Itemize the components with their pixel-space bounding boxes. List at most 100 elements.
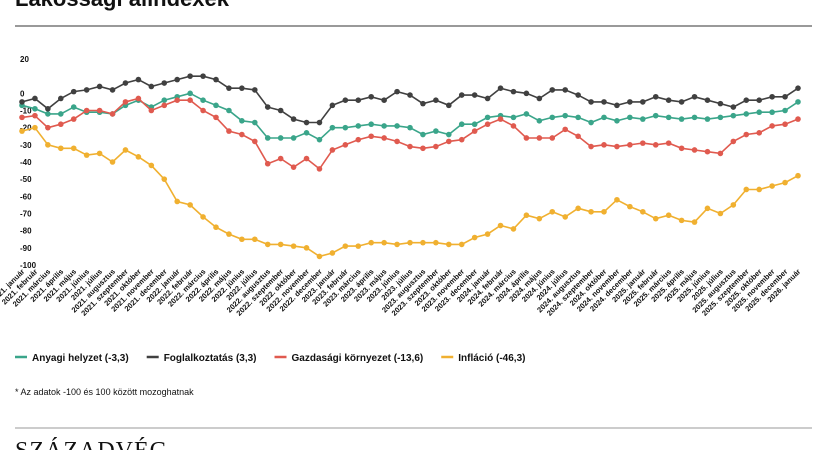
point: [303, 155, 310, 162]
point: [45, 105, 51, 112]
point: [109, 87, 116, 93]
y-tick-label: 20: [20, 55, 29, 64]
point: [174, 198, 180, 205]
chart-title: Lakossági alindexek: [15, 0, 230, 11]
point: [627, 142, 633, 148]
point: [342, 97, 349, 103]
point: [782, 107, 788, 114]
point: [407, 239, 413, 246]
point: [717, 114, 724, 121]
point: [316, 119, 323, 126]
point: [264, 104, 271, 110]
point: [239, 85, 245, 91]
point: [200, 107, 206, 114]
point: [381, 123, 387, 129]
point: [109, 111, 116, 117]
point: [717, 210, 724, 217]
point: [549, 114, 556, 121]
point: [213, 114, 219, 121]
point: [381, 135, 387, 141]
point: [795, 85, 801, 91]
point: [562, 126, 568, 133]
point: [743, 97, 750, 103]
point: [252, 236, 258, 243]
point: [316, 166, 323, 172]
point: [277, 155, 284, 162]
point: [510, 88, 517, 95]
point: [704, 205, 711, 212]
point: [575, 114, 581, 121]
point: [497, 116, 504, 122]
point: [187, 202, 193, 208]
point: [704, 97, 711, 103]
point: [575, 92, 581, 98]
point: [640, 140, 646, 146]
point: [45, 111, 51, 117]
point: [264, 135, 271, 141]
point: [122, 80, 129, 86]
point: [458, 92, 465, 98]
point: [510, 123, 517, 129]
y-tick-label: -70: [20, 210, 32, 219]
point: [213, 102, 219, 109]
point: [252, 138, 258, 145]
point: [83, 87, 90, 93]
point: [187, 97, 193, 103]
point: [691, 147, 698, 153]
point: [174, 97, 180, 103]
point: [264, 241, 271, 248]
point: [484, 231, 491, 237]
point: [614, 118, 620, 124]
point: [471, 234, 478, 241]
point: [433, 239, 439, 246]
point: [458, 136, 465, 143]
y-tick-label: -50: [20, 175, 32, 184]
point: [368, 133, 375, 140]
point: [691, 93, 698, 100]
point: [782, 93, 788, 100]
point: [588, 208, 594, 215]
point: [420, 131, 426, 138]
point: [756, 109, 762, 116]
point: [497, 222, 504, 229]
point: [743, 111, 750, 117]
point: [355, 123, 362, 129]
point: [510, 114, 517, 121]
point: [174, 76, 180, 83]
point: [433, 143, 439, 150]
point: [769, 109, 775, 116]
point: [640, 116, 646, 122]
point: [303, 130, 310, 136]
point: [471, 92, 478, 98]
point: [45, 124, 51, 131]
point: [394, 88, 400, 95]
point: [614, 102, 620, 109]
point: [148, 107, 155, 114]
point: [704, 148, 711, 155]
point: [497, 85, 504, 91]
point: [355, 243, 362, 249]
point: [161, 102, 168, 109]
point: [665, 114, 672, 121]
point: [484, 114, 491, 121]
legend-label: Anyagi helyzet (-3,3): [32, 353, 129, 364]
y-tick-label: -100: [20, 261, 37, 270]
point: [665, 97, 672, 103]
point: [471, 128, 478, 134]
point: [200, 73, 206, 79]
point: [122, 147, 129, 153]
point: [795, 99, 801, 105]
point: [264, 160, 271, 167]
point: [109, 159, 116, 165]
point: [368, 121, 375, 128]
point: [601, 208, 607, 215]
point: [575, 133, 581, 140]
point: [652, 215, 659, 222]
point: [523, 111, 530, 117]
point: [627, 114, 633, 121]
point: [70, 145, 77, 152]
point: [704, 116, 711, 122]
point: [407, 92, 413, 98]
point: [420, 145, 426, 152]
point: [252, 87, 258, 93]
